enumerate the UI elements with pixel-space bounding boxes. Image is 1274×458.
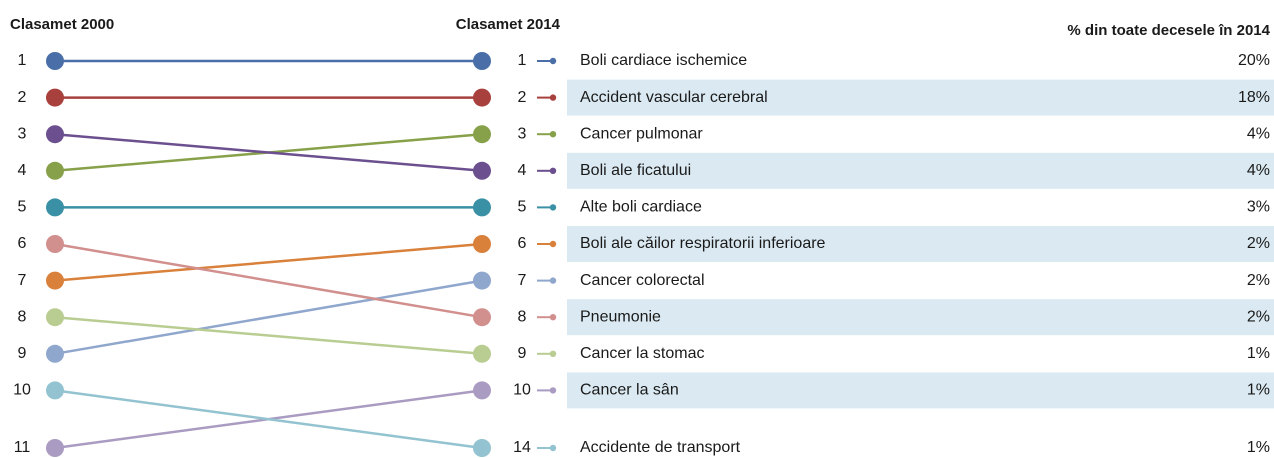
- rank-2000-label: 8: [18, 308, 27, 325]
- rank-2014-label: 10: [513, 382, 531, 399]
- row-band: [567, 79, 1274, 116]
- connector-dot: [549, 240, 557, 248]
- connector-dot: [549, 444, 557, 452]
- rank-2014-label: 14: [513, 439, 531, 456]
- right-title: Clasamet 2014: [456, 16, 561, 33]
- rank-2014-label: 7: [518, 272, 527, 289]
- value-label: 4%: [1247, 162, 1270, 179]
- row-band: [567, 372, 1274, 409]
- dot-2014: [473, 235, 491, 253]
- category-label: Boli ale căilor respiratorii inferioare: [580, 235, 826, 252]
- dot-2000: [46, 52, 64, 70]
- value-label: 3%: [1247, 199, 1270, 216]
- rank-2014-label: 9: [518, 345, 527, 362]
- left-title: Clasamet 2000: [10, 16, 114, 33]
- rank-2000-label: 7: [18, 272, 27, 289]
- value-label: 1%: [1247, 345, 1270, 362]
- rank-2000-label: 5: [18, 199, 27, 216]
- rank-2000-label: 6: [18, 235, 27, 252]
- rank-2000-label: 4: [18, 162, 27, 179]
- rank-2014-label: 4: [518, 162, 527, 179]
- value-label: 4%: [1247, 125, 1270, 142]
- rank-2000-label: 9: [18, 345, 27, 362]
- dot-2014: [473, 308, 491, 327]
- dot-2014: [473, 198, 491, 217]
- connector-dot: [549, 387, 557, 394]
- connector-dot: [549, 167, 557, 174]
- dot-2000: [46, 88, 64, 107]
- connector-dot: [549, 131, 557, 138]
- category-label: Cancer la stomac: [580, 345, 705, 362]
- row-band: [567, 299, 1274, 336]
- rank-2014-label: 2: [518, 89, 527, 106]
- category-label: Cancer la sân: [580, 382, 679, 399]
- rank-2014-label: 3: [518, 125, 527, 142]
- connector-dot: [549, 277, 557, 284]
- rank-2014-label: 6: [518, 235, 527, 252]
- category-label: Accidente de transport: [580, 439, 741, 456]
- connector-dot: [549, 350, 557, 357]
- slope-line: [54, 279, 483, 356]
- rank-2000-label: 1: [18, 52, 27, 69]
- dot-2014: [473, 344, 491, 363]
- value-label: 1%: [1247, 439, 1270, 456]
- rank-2000-label: 2: [18, 89, 27, 106]
- rank-2000-label: 10: [13, 382, 31, 399]
- slope-line: [54, 389, 483, 450]
- value-label: 2%: [1247, 308, 1270, 325]
- value-label: 18%: [1238, 89, 1270, 106]
- connector-dot: [549, 94, 557, 101]
- slope-line: [54, 242, 483, 282]
- rank-2014-label: 5: [518, 199, 527, 216]
- value-title: % din toate decesele în 2014: [1067, 22, 1270, 39]
- category-label: Cancer colorectal: [580, 272, 705, 289]
- category-label: Accident vascular cerebral: [580, 89, 768, 106]
- value-label: 2%: [1247, 235, 1270, 252]
- dot-2000: [46, 439, 64, 457]
- value-label: 2%: [1247, 272, 1270, 289]
- dot-2000: [46, 198, 64, 217]
- rank-2014-label: 1: [518, 52, 527, 69]
- connector-dot: [549, 57, 557, 65]
- rank-2000-label: 11: [14, 439, 31, 456]
- dot-2000: [46, 381, 64, 400]
- dot-2000: [46, 308, 64, 327]
- value-label: 20%: [1238, 52, 1270, 69]
- slope-line: [54, 315, 483, 356]
- connector-dot: [549, 314, 557, 321]
- category-label: Boli ale ficatului: [580, 162, 691, 179]
- connector-dot: [549, 204, 557, 211]
- dot-2014: [473, 52, 491, 70]
- dot-2014: [473, 439, 491, 457]
- row-band: [567, 152, 1274, 189]
- dot-2000: [46, 161, 64, 180]
- dot-2014: [473, 381, 491, 400]
- dot-2014: [473, 161, 491, 180]
- category-label: Pneumonie: [580, 308, 661, 325]
- dot-2014: [473, 88, 491, 107]
- dot-2000: [46, 235, 64, 253]
- dot-2014: [473, 125, 491, 144]
- dot-2000: [46, 125, 64, 144]
- rank-2000-label: 3: [18, 125, 27, 142]
- slope-line: [54, 242, 483, 319]
- rank-2014-label: 8: [518, 308, 527, 325]
- dot-2000: [46, 344, 64, 363]
- dot-2000: [46, 271, 64, 290]
- category-label: Boli cardiace ischemice: [580, 52, 747, 69]
- category-label: Alte boli cardiace: [580, 199, 702, 216]
- slope-line: [54, 132, 483, 173]
- category-label: Cancer pulmonar: [580, 125, 703, 142]
- dot-2014: [473, 271, 491, 290]
- row-band: [567, 226, 1274, 262]
- value-label: 1%: [1247, 382, 1270, 399]
